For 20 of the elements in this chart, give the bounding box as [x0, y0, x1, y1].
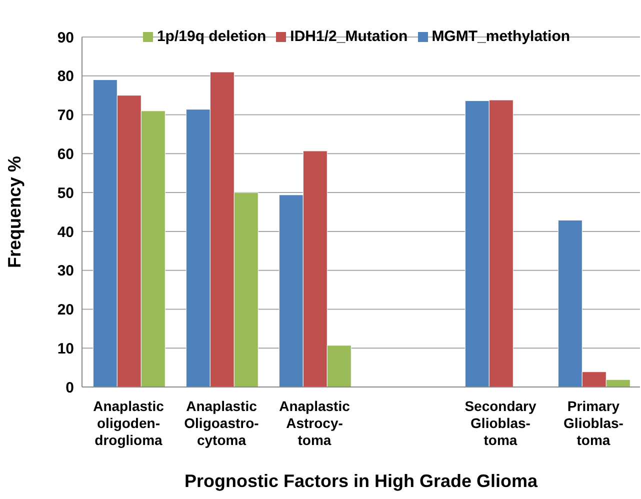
x-tick-label: Anaplastic Oligoastro- cytoma	[184, 398, 260, 448]
y-tick-label: 80	[57, 68, 74, 86]
y-tick-label: 90	[57, 29, 74, 46]
legend-label: 1p/19q deletion	[156, 28, 266, 45]
y-tick-label: 30	[57, 262, 74, 280]
y-axis-title: Frequency %	[4, 156, 24, 268]
x-tick-label: Secondary Glioblas- toma	[464, 398, 537, 448]
x-axis-title: Prognostic Factors in High Grade Glioma	[184, 471, 539, 491]
y-tick-label: 60	[57, 146, 74, 163]
legend-label: MGMT_methylation	[432, 28, 570, 45]
x-tick-label: Primary Glioblas- toma	[564, 398, 624, 448]
legend-label: IDH1/2_Mutation	[290, 28, 408, 45]
y-tick-label: 0	[66, 379, 74, 396]
x-tick-label: Anaplastic Astrocy- toma	[279, 398, 350, 448]
y-tick-label: 40	[57, 224, 74, 241]
x-tick-label: Anaplastic oligoden- droglioma	[93, 398, 164, 448]
y-tick-label: 10	[57, 340, 74, 358]
y-tick-label: 20	[57, 302, 74, 319]
y-tick-label: 50	[57, 184, 74, 202]
y-tick-label: 70	[57, 107, 74, 124]
